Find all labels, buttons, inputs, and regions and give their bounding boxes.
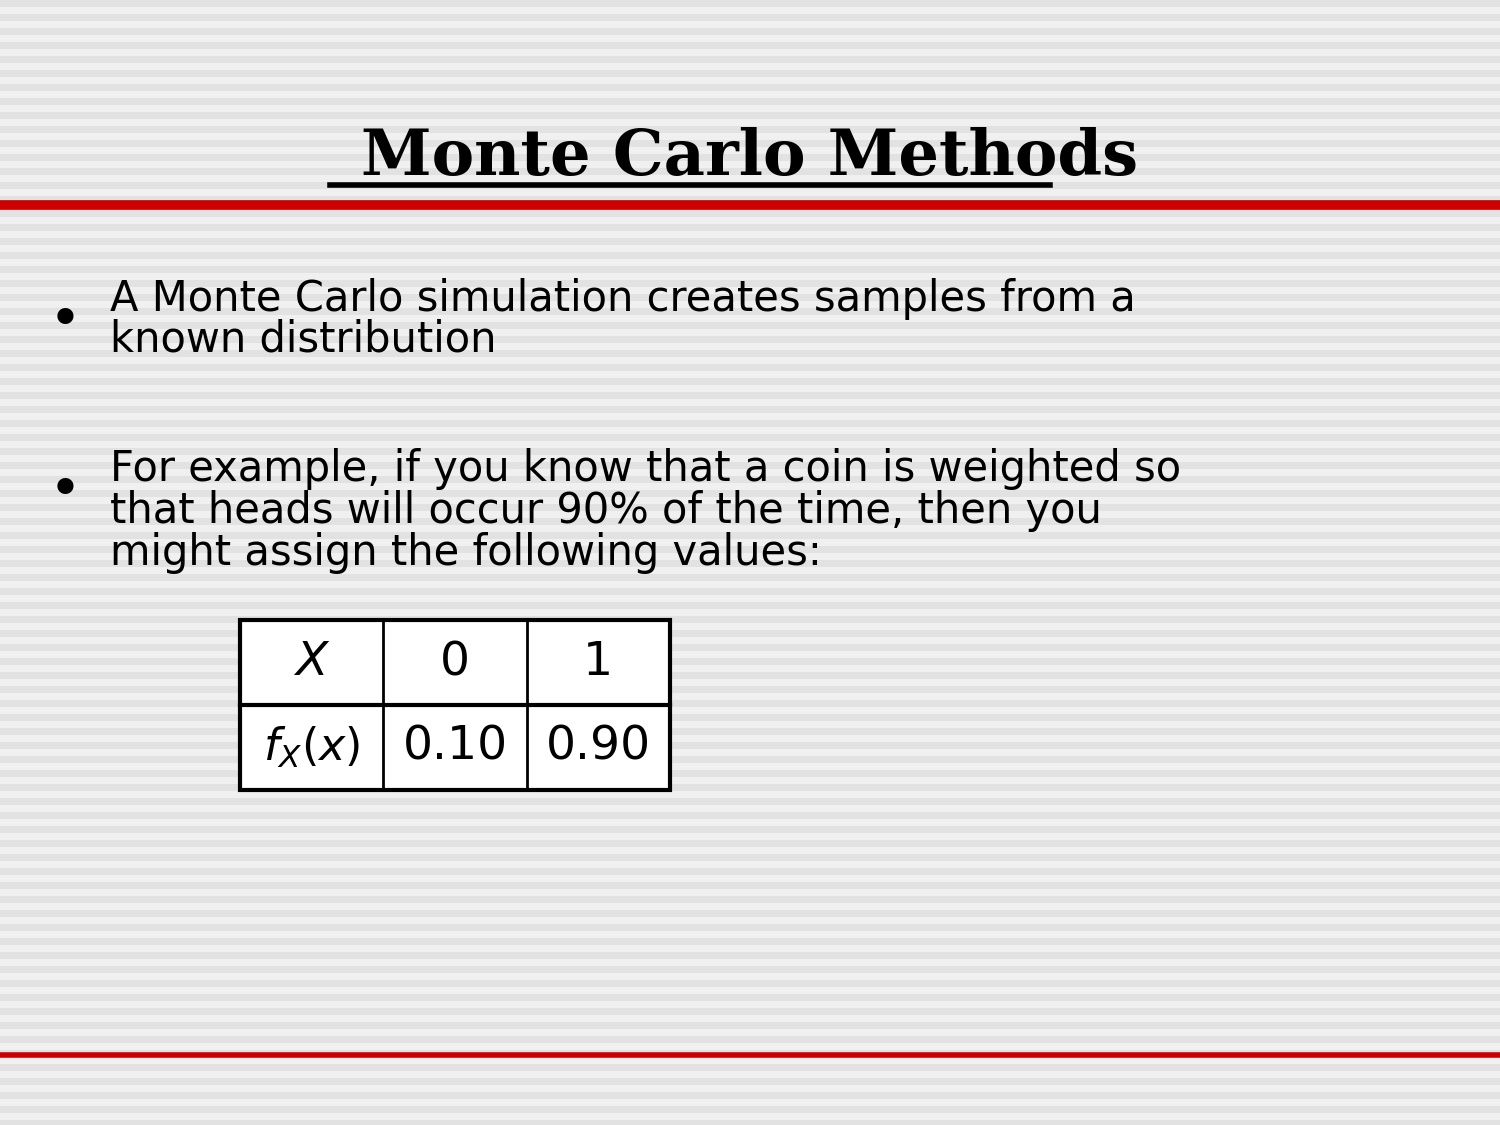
Bar: [0, 770, 1500, 777]
Bar: [0, 504, 1500, 511]
Bar: [0, 980, 1500, 987]
Bar: [0, 714, 1500, 721]
Bar: [0, 840, 1500, 847]
Text: 0: 0: [440, 640, 470, 685]
Bar: [0, 378, 1500, 385]
Bar: [240, 620, 670, 790]
Bar: [0, 518, 1500, 525]
Bar: [0, 196, 1500, 202]
Bar: [0, 1078, 1500, 1084]
Bar: [0, 490, 1500, 497]
Bar: [0, 336, 1500, 343]
Text: •: •: [48, 295, 81, 349]
Bar: [0, 252, 1500, 259]
Bar: [0, 70, 1500, 76]
Bar: [0, 140, 1500, 147]
Text: $X$: $X$: [292, 640, 330, 685]
Text: $f_X(x)$: $f_X(x)$: [262, 724, 360, 771]
Text: 1: 1: [584, 640, 614, 685]
Bar: [0, 854, 1500, 861]
Bar: [0, 224, 1500, 231]
Bar: [0, 588, 1500, 595]
Bar: [0, 868, 1500, 875]
Bar: [0, 98, 1500, 105]
Bar: [0, 910, 1500, 917]
Bar: [0, 756, 1500, 763]
Bar: [0, 1092, 1500, 1099]
Text: 0.90: 0.90: [546, 724, 651, 770]
Text: 0.10: 0.10: [402, 724, 507, 770]
Text: •: •: [48, 465, 81, 519]
Bar: [0, 364, 1500, 371]
Bar: [0, 112, 1500, 119]
Text: that heads will occur 90% of the time, then you: that heads will occur 90% of the time, t…: [110, 490, 1102, 532]
Bar: [0, 924, 1500, 932]
Bar: [0, 266, 1500, 273]
Text: might assign the following values:: might assign the following values:: [110, 532, 822, 574]
Bar: [0, 966, 1500, 973]
Bar: [0, 392, 1500, 399]
Bar: [0, 574, 1500, 580]
Bar: [0, 798, 1500, 806]
Bar: [0, 238, 1500, 245]
Bar: [0, 742, 1500, 749]
Bar: [0, 1064, 1500, 1071]
Bar: [0, 476, 1500, 483]
Bar: [0, 280, 1500, 287]
Bar: [0, 350, 1500, 357]
Text: Monte Carlo Methods: Monte Carlo Methods: [362, 127, 1138, 189]
Bar: [0, 1050, 1500, 1057]
Bar: [0, 56, 1500, 63]
Bar: [0, 28, 1500, 35]
Bar: [0, 616, 1500, 623]
Bar: [0, 602, 1500, 609]
Bar: [0, 532, 1500, 539]
Bar: [0, 0, 1500, 7]
Bar: [0, 182, 1500, 189]
Bar: [0, 294, 1500, 302]
Bar: [0, 700, 1500, 706]
Bar: [0, 938, 1500, 945]
Bar: [0, 952, 1500, 958]
Bar: [0, 322, 1500, 328]
Bar: [0, 434, 1500, 441]
Bar: [0, 1022, 1500, 1029]
Text: known distribution: known distribution: [110, 318, 496, 360]
Bar: [0, 210, 1500, 217]
Bar: [0, 1106, 1500, 1113]
Bar: [0, 448, 1500, 454]
Text: A Monte Carlo simulation creates samples from a: A Monte Carlo simulation creates samples…: [110, 278, 1136, 320]
Bar: [0, 462, 1500, 469]
Bar: [0, 126, 1500, 133]
Bar: [0, 686, 1500, 693]
Bar: [0, 896, 1500, 903]
Bar: [0, 644, 1500, 651]
Bar: [0, 630, 1500, 637]
Bar: [0, 994, 1500, 1001]
Bar: [0, 406, 1500, 413]
Bar: [0, 14, 1500, 21]
Bar: [0, 882, 1500, 889]
Text: For example, if you know that a coin is weighted so: For example, if you know that a coin is …: [110, 448, 1181, 490]
Bar: [0, 308, 1500, 315]
Bar: [0, 546, 1500, 554]
Bar: [0, 168, 1500, 176]
Bar: [0, 1008, 1500, 1015]
Bar: [0, 826, 1500, 832]
Bar: [0, 728, 1500, 735]
Bar: [0, 42, 1500, 50]
Bar: [0, 784, 1500, 791]
Bar: [0, 1036, 1500, 1043]
Bar: [0, 672, 1500, 680]
Bar: [0, 1120, 1500, 1125]
Bar: [0, 154, 1500, 161]
Bar: [0, 812, 1500, 819]
Bar: [240, 620, 670, 790]
Bar: [0, 658, 1500, 665]
Bar: [0, 420, 1500, 428]
Bar: [0, 560, 1500, 567]
Bar: [0, 84, 1500, 91]
